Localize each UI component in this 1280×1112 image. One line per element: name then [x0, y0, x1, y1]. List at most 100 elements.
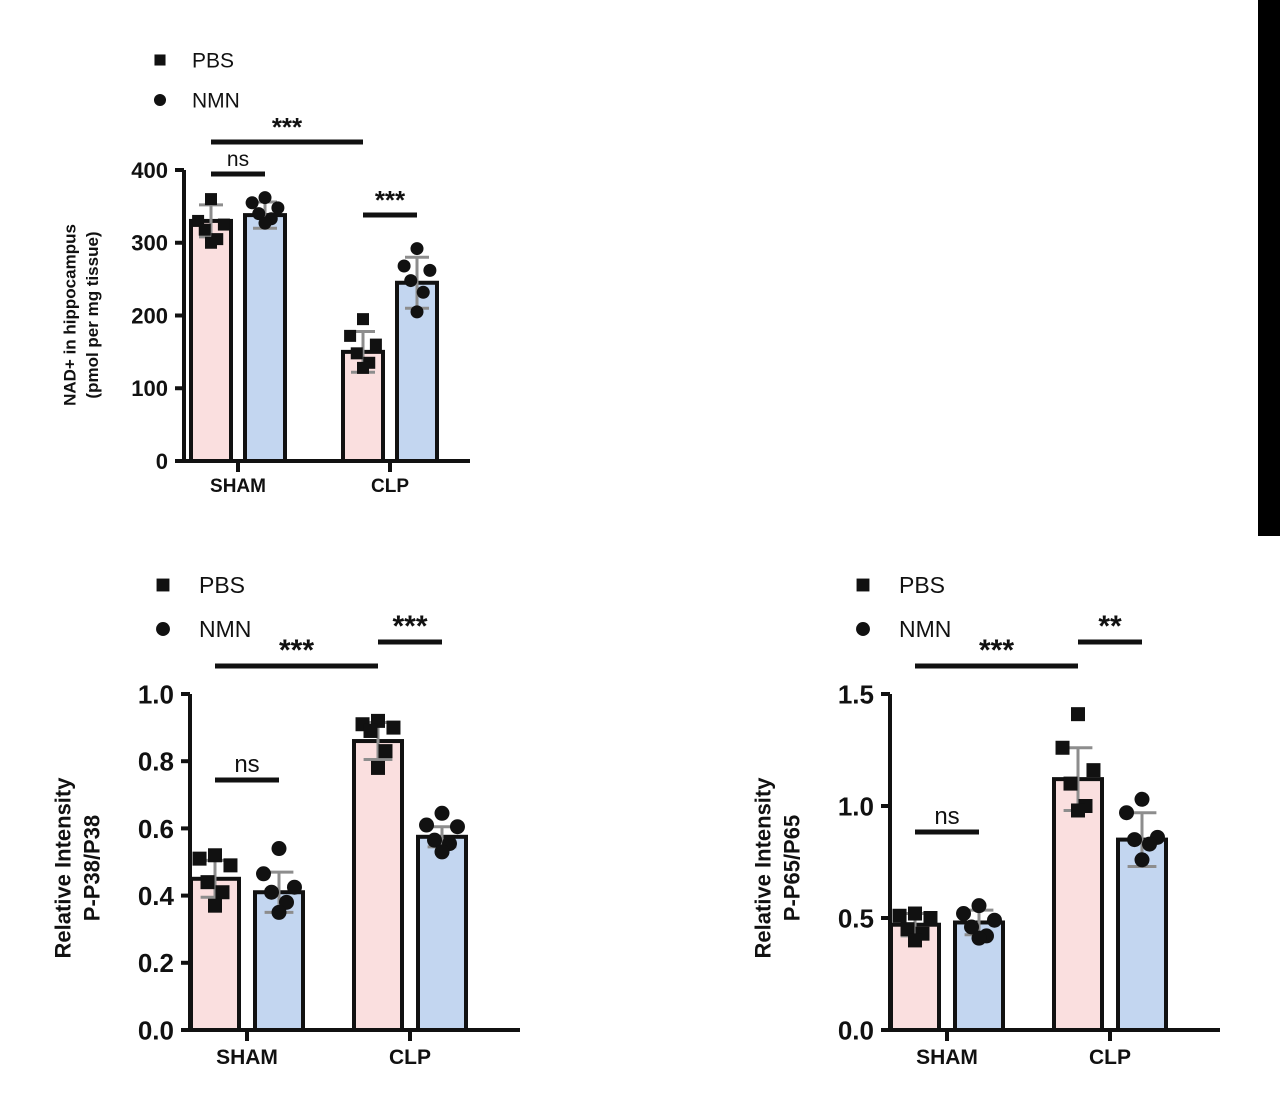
data-point-circle — [245, 196, 259, 210]
scatter-points — [956, 898, 1002, 946]
scatter-points — [192, 193, 230, 249]
data-point-square — [923, 911, 938, 925]
data-point-square — [386, 720, 401, 735]
bar — [416, 834, 468, 1032]
legend-circle-marker-icon — [856, 622, 870, 636]
chart-nad-hippocampus: 0 100 200 300 400 NAD+ in hippocampus (pmol pe… — [60, 49, 470, 497]
legend-item-nmn: NMN — [156, 616, 251, 642]
bar — [1116, 837, 1168, 1032]
data-point-square — [223, 858, 238, 873]
significance-stars-label: *** — [375, 185, 406, 215]
significance-annotation: ns — [215, 751, 279, 783]
data-point-circle — [271, 201, 285, 215]
x-axis-category-label: SHAM — [210, 476, 266, 497]
data-point-circle — [971, 898, 987, 914]
scatter-points — [245, 191, 285, 230]
legend-label: PBS — [192, 49, 234, 72]
data-point-circle — [1127, 832, 1143, 848]
data-point-square — [350, 347, 363, 360]
y-axis-tick-label: 1.5 — [838, 679, 874, 709]
panel-relative-intensity-p65: 0.0 0.5 1.0 1.5 Relative Intensity P-P65/P65 S… — [700, 550, 1260, 1112]
data-point-square — [357, 361, 369, 374]
legend-item-nmn: NMN — [153, 89, 240, 112]
data-point-square — [1055, 740, 1070, 755]
y-axis-tick-label: 0.8 — [138, 747, 174, 777]
legend-item-pbs: PBS — [856, 572, 945, 598]
y-axis-tick-label: 0.4 — [138, 881, 175, 911]
data-point-circle — [423, 263, 437, 277]
data-point-square — [205, 236, 217, 249]
data-point-square — [908, 933, 922, 948]
y-axis-tick-label: 0.6 — [138, 814, 174, 844]
y-axis-title: NAD+ in hippocampus (pmol per mg tissue) — [60, 224, 101, 406]
data-point-circle — [404, 274, 418, 288]
y-axis-tick-label: 1.0 — [838, 791, 874, 821]
y-axis-title: Relative Intensity P-P65/P65 — [750, 777, 804, 959]
bar-group — [395, 255, 439, 464]
data-point-square — [208, 898, 222, 913]
legend-label: NMN — [192, 89, 240, 112]
black-edge-band — [1258, 0, 1280, 536]
y-axis-tick-label: 300 — [131, 231, 168, 256]
data-point-square — [198, 223, 211, 236]
data-point-square — [192, 851, 207, 866]
data-point-square — [1071, 803, 1085, 818]
data-point-circle — [434, 805, 450, 821]
significance-stars-label: ** — [1098, 610, 1122, 643]
bar-group — [416, 825, 468, 1032]
panel-relative-intensity-p38: 0.0 0.2 0.4 0.6 0.8 1.0 Relative Intensity P-P3… — [0, 550, 560, 1112]
scatter-points — [397, 242, 437, 319]
data-point-circle — [449, 819, 465, 835]
data-point-circle — [416, 285, 430, 299]
data-point-square — [892, 908, 907, 923]
data-point-square — [205, 193, 217, 206]
data-point-circle — [434, 844, 450, 860]
data-point-square — [1063, 776, 1078, 791]
legend-circle-marker-icon — [153, 93, 167, 107]
bar-group — [341, 330, 385, 463]
significance-annotation: *** — [915, 634, 1078, 669]
y-axis-title-line1: Relative Intensity — [750, 777, 775, 959]
bar — [1052, 777, 1104, 1032]
legend-square-marker-icon — [856, 578, 870, 592]
bar — [352, 739, 404, 1032]
significance-annotation: ns — [211, 148, 265, 177]
y-axis-tick-label: 1.0 — [138, 679, 174, 709]
bar — [189, 218, 233, 463]
data-point-circle — [1134, 791, 1150, 807]
significance-ns-label: ns — [227, 148, 249, 171]
scatter-points — [419, 805, 465, 860]
data-point-square — [344, 329, 357, 342]
y-axis-tick-label: 0.0 — [138, 1015, 174, 1045]
legend: PBS NMN — [156, 572, 251, 642]
x-axis-category-label: SHAM — [216, 1046, 278, 1069]
bar — [953, 920, 1005, 1033]
y-axis-title-line2: P-P38/P38 — [79, 815, 104, 921]
x-axis-category-label: SHAM — [916, 1046, 978, 1069]
legend-label: NMN — [199, 616, 251, 642]
scatter-points — [892, 906, 938, 948]
legend: PBS NMN — [153, 49, 240, 112]
data-point-square — [1086, 763, 1101, 778]
legend-label: PBS — [199, 572, 245, 598]
significance-annotation: *** — [211, 112, 363, 145]
significance-stars-label: *** — [392, 610, 427, 643]
plot-area: 0 100 200 300 400 NAD+ in hippocampus (pmol pe… — [60, 49, 470, 497]
data-point-square — [1071, 707, 1085, 722]
bar-group — [253, 870, 305, 1032]
scatter-points — [192, 848, 238, 913]
significance-annotation: ns — [915, 803, 979, 835]
significance-annotation: *** — [378, 610, 442, 645]
data-point-circle — [258, 191, 272, 205]
legend: PBS NMN — [856, 572, 951, 642]
x-axis-category-label: CLP — [1089, 1046, 1131, 1069]
bar — [395, 280, 439, 464]
data-point-circle — [1141, 836, 1157, 852]
plot-area: 0.0 0.2 0.4 0.6 0.8 1.0 Relative Intensity P-P3… — [50, 572, 520, 1069]
data-point-circle — [986, 912, 1002, 928]
y-axis-tick-label: 0.5 — [838, 903, 874, 933]
data-point-circle — [419, 817, 435, 833]
scatter-points — [355, 713, 401, 775]
bar-group — [1116, 811, 1168, 1032]
x-axis-category-label: CLP — [371, 476, 409, 497]
